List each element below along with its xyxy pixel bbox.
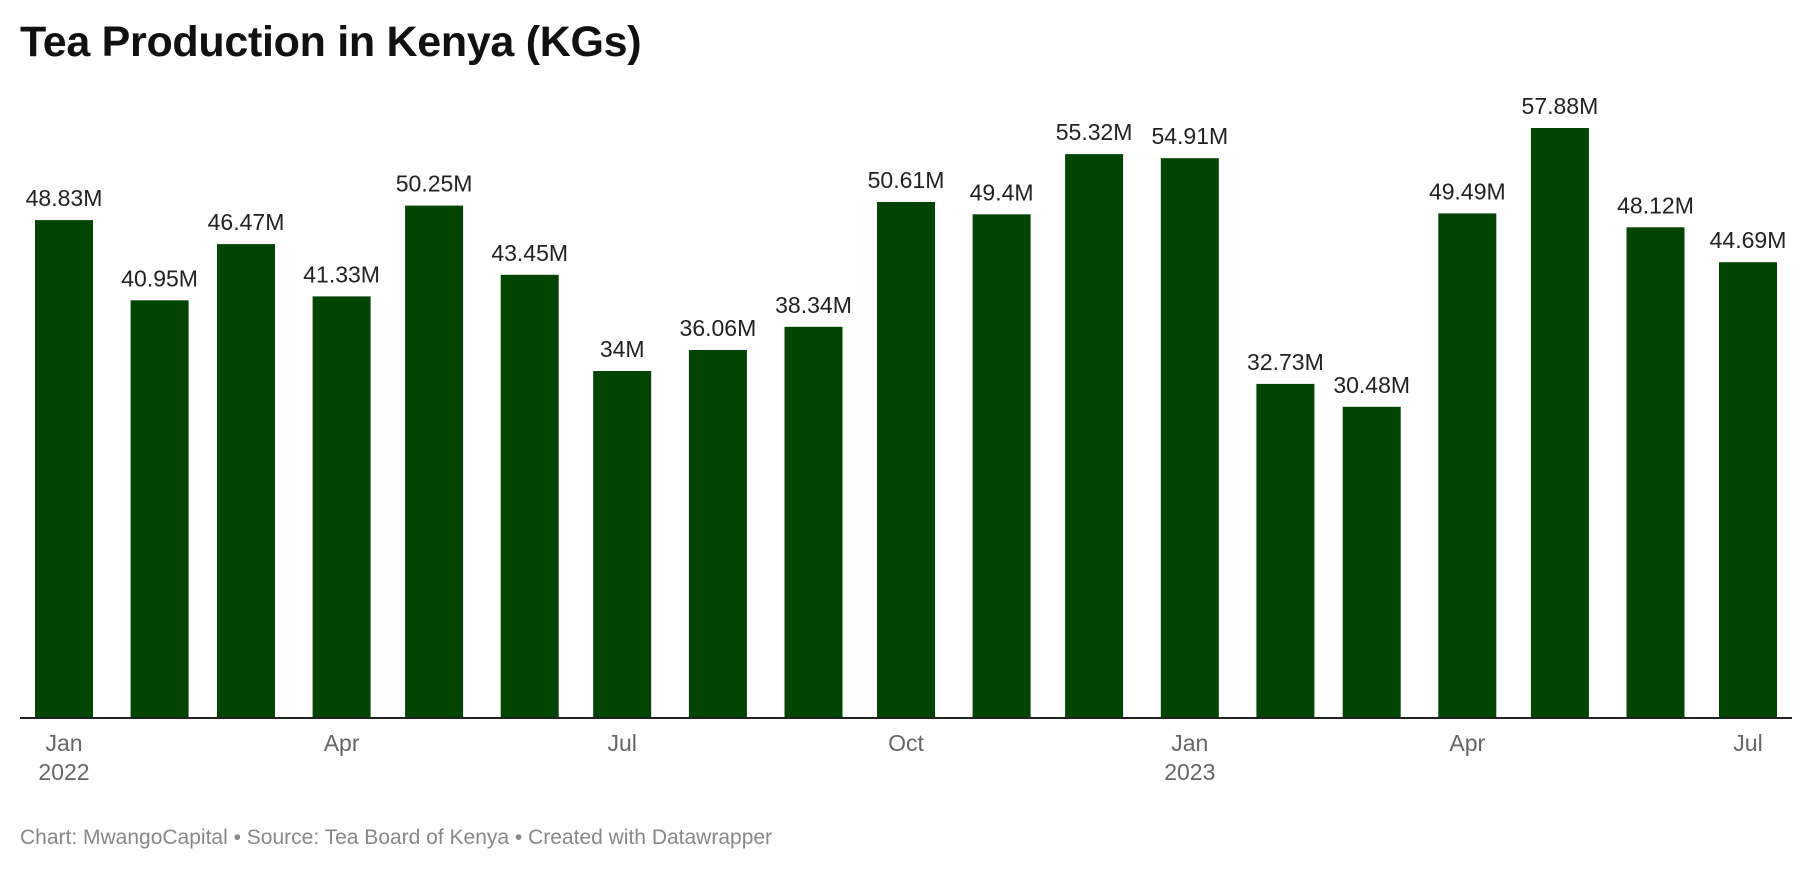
value-label-2022-07: 34M — [600, 336, 645, 362]
x-tick-label-2022-04: Apr — [324, 730, 360, 756]
bar-2023-06 — [1626, 227, 1685, 718]
bar-2022-06 — [500, 274, 559, 717]
bar-2022-03 — [217, 244, 275, 717]
bar-2023-03 — [1342, 406, 1401, 717]
chart-title: Tea Production in Kenya (KGs) — [20, 18, 642, 66]
value-label-2022-01: 48.83M — [26, 185, 103, 211]
value-label-2022-11: 49.4M — [970, 179, 1034, 205]
value-label-2023-02: 32.73M — [1247, 349, 1324, 375]
value-labels-group: 48.83M 40.95M 46.47M 41.33M 50.25M 43.45M 34M 3… — [26, 93, 1787, 398]
bar-2022-01 — [35, 220, 93, 717]
bar-2023-02 — [1256, 383, 1315, 717]
bar-2022-11 — [972, 214, 1031, 718]
value-label-2022-09: 38.34M — [775, 292, 852, 318]
bar-2023-05 — [1530, 128, 1589, 717]
value-label-2023-04: 49.49M — [1429, 178, 1506, 204]
bar-2022-10 — [877, 202, 935, 717]
value-label-2023-01: 54.91M — [1151, 123, 1228, 149]
bar-2022-12 — [1065, 154, 1124, 718]
x-tick-label-2022-07: Jul — [607, 730, 636, 756]
x-tick-labels-group: Jan 2022 Apr Jul Oct Jan 2023 Apr Jul — [38, 730, 1762, 785]
value-label-2022-04: 41.33M — [303, 261, 380, 287]
bars-group — [35, 128, 1777, 718]
value-label-2022-02: 40.95M — [121, 265, 198, 291]
value-label-2022-08: 36.06M — [680, 315, 757, 341]
bar-2022-09 — [784, 326, 843, 717]
value-label-2023-06: 48.12M — [1617, 192, 1694, 218]
value-label-2022-10: 50.61M — [868, 167, 945, 193]
x-tick-label-2023-01: Jan — [1171, 730, 1208, 756]
chart-footer: Chart: MwangoCapital • Source: Tea Board… — [20, 826, 773, 849]
x-tick-year-2022: 2022 — [38, 759, 89, 785]
x-tick-label-2022-01: Jan — [45, 730, 82, 756]
value-label-2022-03: 46.47M — [208, 209, 285, 235]
bar-2022-04 — [312, 296, 371, 717]
bar-2023-04 — [1438, 213, 1497, 717]
value-label-2022-05: 50.25M — [396, 171, 473, 197]
bar-2022-07 — [593, 371, 652, 717]
x-tick-label-2022-10: Oct — [888, 730, 924, 756]
x-tick-label-2023-07: Jul — [1733, 730, 1762, 756]
bar-2022-08 — [688, 350, 747, 717]
x-tick-label-2023-04: Apr — [1449, 730, 1485, 756]
x-tick-year-2023: 2023 — [1164, 759, 1215, 785]
bar-2022-05 — [405, 205, 464, 717]
value-label-2022-06: 43.45M — [491, 240, 568, 266]
value-label-2023-03: 30.48M — [1333, 372, 1410, 398]
value-label-2023-07: 44.69M — [1710, 227, 1787, 253]
value-label-2022-12: 55.32M — [1056, 119, 1133, 145]
bar-2023-07 — [1719, 262, 1777, 717]
bar-2023-01 — [1160, 158, 1219, 717]
value-label-2023-05: 57.88M — [1522, 93, 1599, 119]
bar-2022-02 — [130, 300, 189, 717]
